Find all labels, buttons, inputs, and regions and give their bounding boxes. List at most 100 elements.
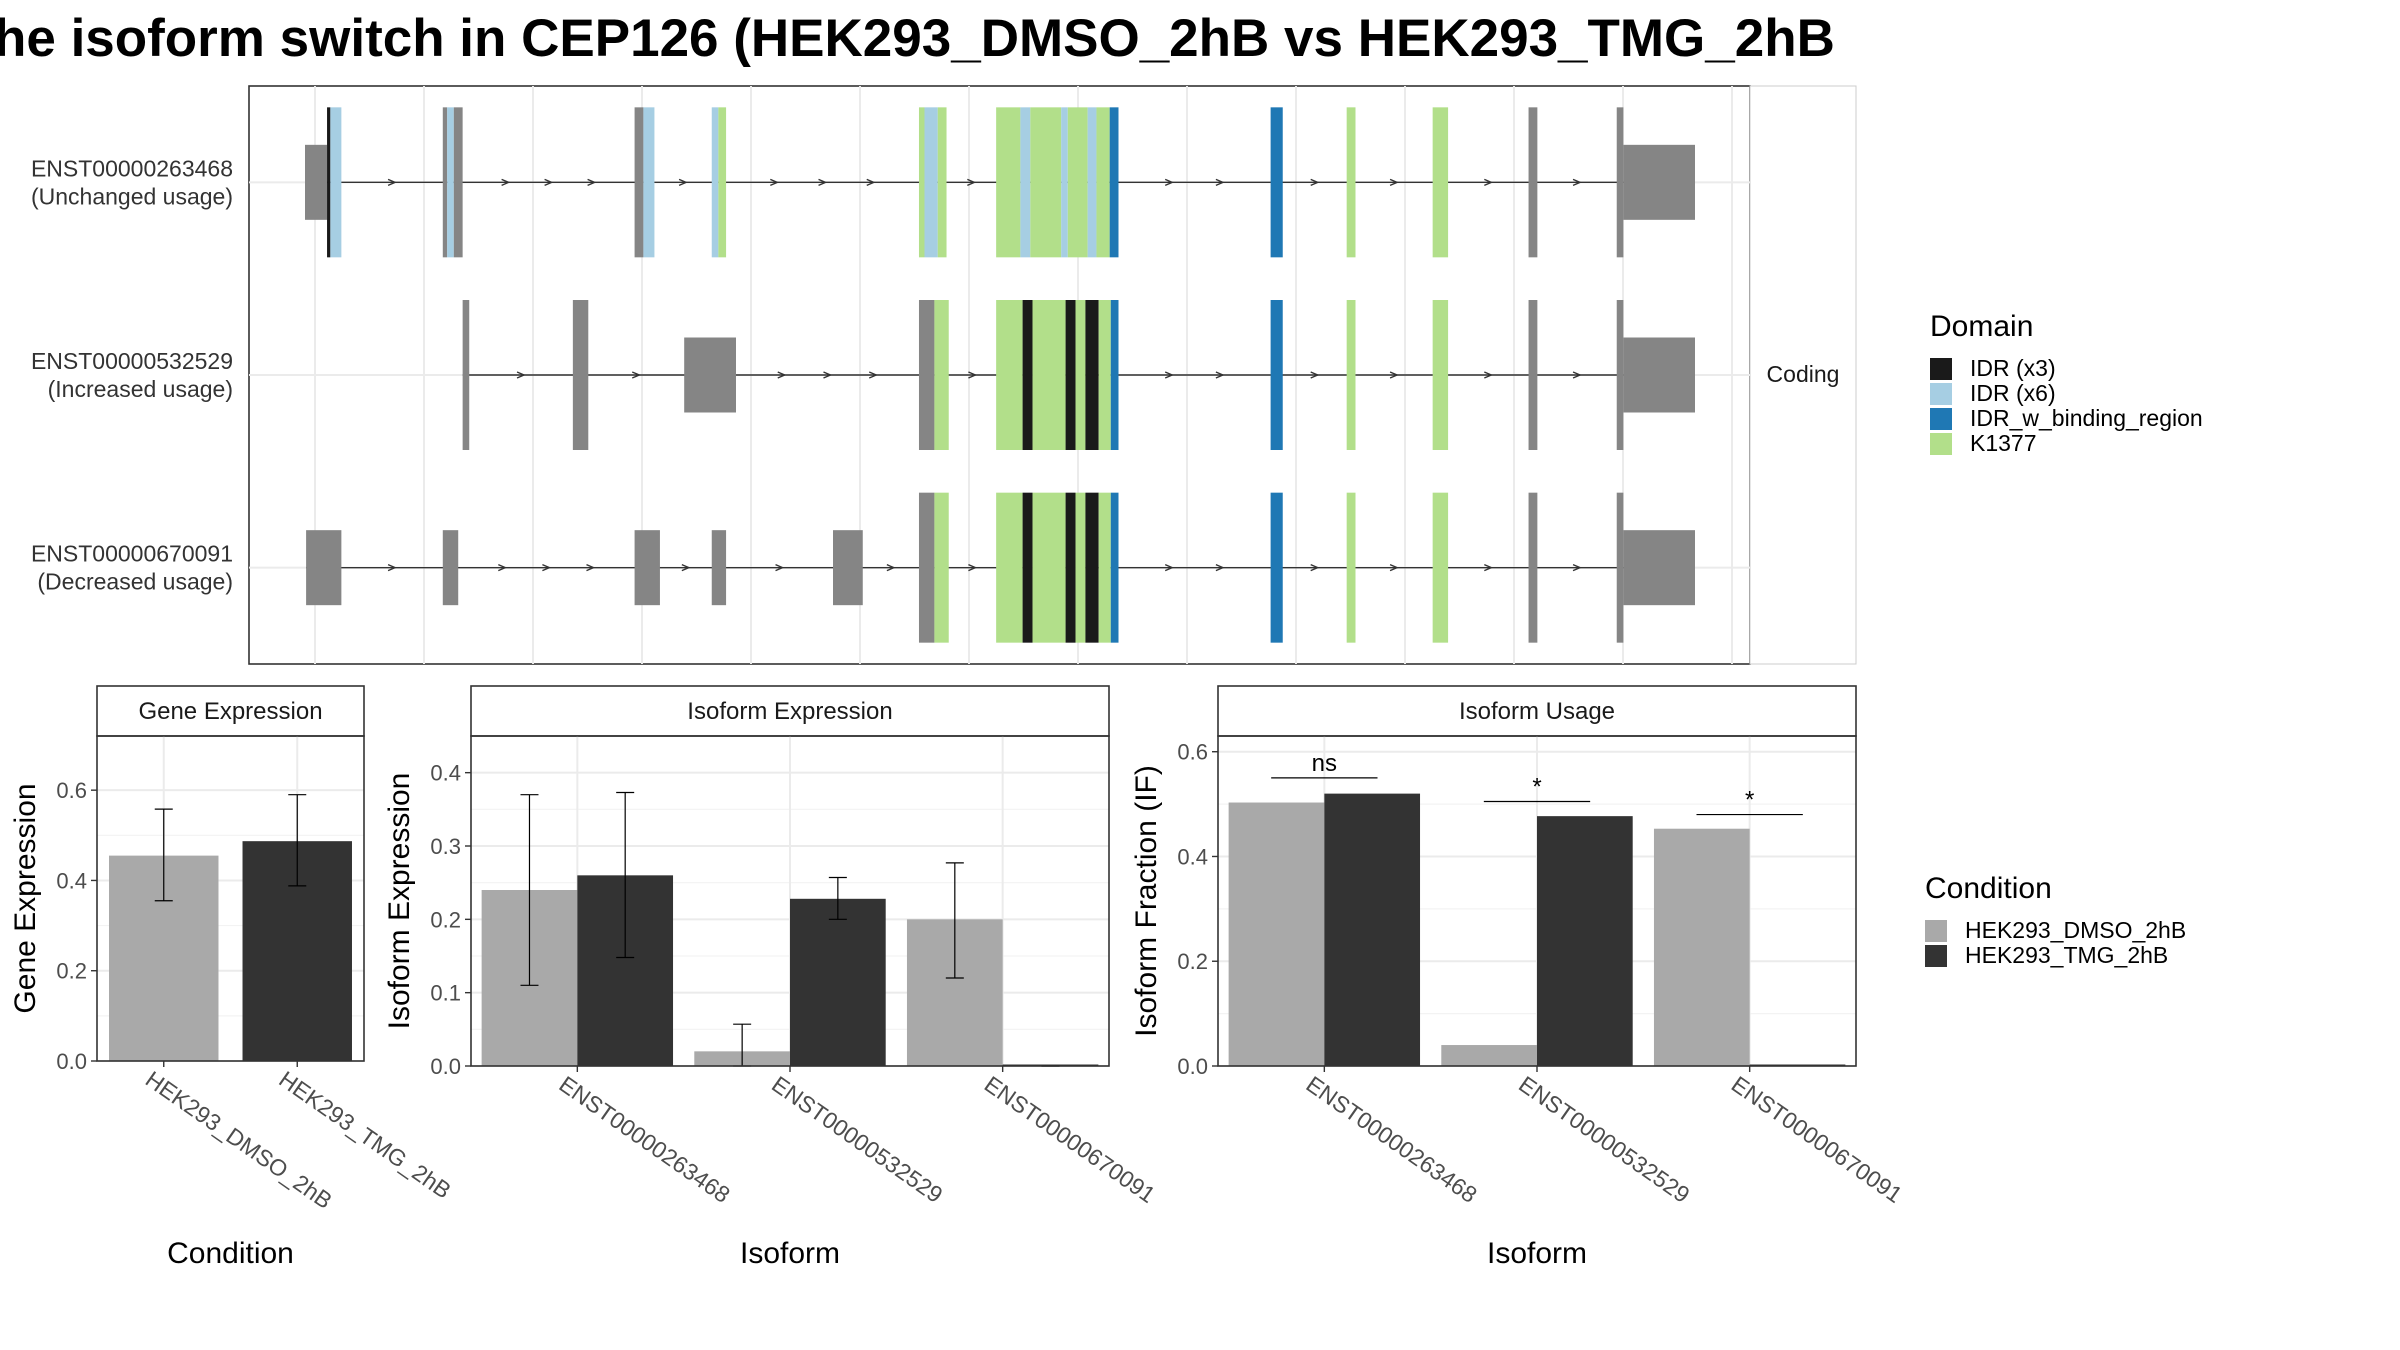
panel-title: Isoform Usage — [1459, 698, 1615, 725]
y-tick-label: 0.2 — [1177, 949, 1208, 974]
intron-arrow — [631, 371, 642, 379]
x-axis-title: Condition — [167, 1237, 294, 1270]
domain-block-idr3 — [1022, 492, 1033, 643]
exon-block — [1616, 107, 1624, 258]
legend-key-k1377 — [1930, 433, 1952, 455]
domain-block-idr6 — [1061, 107, 1068, 258]
domain-block-idr3 — [1085, 492, 1099, 643]
y-tick-label: 0.6 — [56, 778, 87, 803]
x-tick-label: ENST00000670091 — [1727, 1071, 1907, 1208]
panel-title: Gene Expression — [138, 698, 322, 725]
intron-arrow — [498, 564, 508, 572]
exon-block — [1528, 300, 1538, 450]
transcript-label: ENST00000670091 — [31, 541, 233, 567]
intron-arrow — [967, 178, 977, 186]
legend-key-idr_binding — [1930, 408, 1952, 430]
y-axis-title: Isoform Fraction (IF) — [1130, 765, 1163, 1037]
legend-item-label: HEK293_DMSO_2hB — [1965, 917, 2186, 943]
domain-block-k1377 — [918, 107, 925, 258]
exon-block — [1623, 337, 1695, 413]
domain-legend: Domain IDR (x3)IDR (x6)IDR_w_binding_regi… — [1930, 310, 2203, 456]
exon-block — [306, 530, 342, 606]
transcript-usage-label: (Unchanged usage) — [31, 183, 233, 209]
domain-block-idr6 — [643, 107, 655, 258]
intron-arrow — [1389, 178, 1399, 186]
intron-arrow — [1310, 371, 1320, 379]
x-axis-title: Isoform — [1487, 1237, 1587, 1270]
domain-block-idr6 — [711, 107, 719, 258]
domain-block-idr3 — [1065, 300, 1076, 450]
intron-arrow — [587, 178, 597, 186]
domain-block-k1377 — [1096, 107, 1110, 258]
domain-block-k1377 — [1098, 300, 1111, 450]
isoform-expression-panel: Isoform Expression 0.0 0.1 0.2 0.3 0.4 ENST000… — [383, 685, 1160, 1270]
domain-block-k1377 — [934, 492, 949, 643]
exon-block — [453, 107, 463, 258]
transcript-label: ENST00000263468 — [31, 155, 233, 181]
domain-block-k1377 — [996, 300, 1023, 450]
intron-arrow — [1389, 564, 1399, 572]
exon-block — [1528, 107, 1538, 258]
intron-arrow — [1215, 564, 1225, 572]
intron-arrow — [775, 564, 785, 572]
structure-facet-strip — [1749, 85, 1857, 665]
bar-tmg — [790, 898, 886, 1066]
y-tick-label: 0.2 — [430, 907, 461, 932]
domain-block-idr6 — [447, 107, 454, 258]
intron-arrow — [544, 178, 554, 186]
legend-item-label: K1377 — [1970, 430, 2037, 456]
intron-arrow — [1572, 178, 1582, 186]
domain-block-k1377 — [1067, 107, 1088, 258]
y-tick-label: 0.0 — [430, 1054, 461, 1079]
domain-block-idr_binding — [1270, 492, 1283, 643]
y-tick-label: 0.6 — [1177, 740, 1208, 765]
intron-arrow — [1310, 178, 1320, 186]
y-tick-label: 0.1 — [430, 981, 461, 1006]
y-tick-label: 0.2 — [56, 959, 87, 984]
intron-arrow — [1389, 371, 1399, 379]
structure-facet-label: Coding — [1767, 361, 1840, 387]
intron-arrow — [1215, 178, 1225, 186]
legend-title: Domain — [1930, 310, 2033, 343]
legend-key-tmg — [1925, 945, 1947, 967]
intron-arrow — [823, 371, 833, 379]
exon-block — [1616, 300, 1624, 450]
domain-block-k1377 — [1032, 492, 1066, 643]
legend-item-label: IDR (x3) — [1970, 355, 2056, 381]
intron-arrow — [1310, 564, 1320, 572]
exon-block — [634, 530, 660, 606]
legend-key-dmso — [1925, 920, 1947, 942]
legend-title: Condition — [1925, 872, 2052, 905]
exon-block — [1623, 144, 1695, 220]
exon-block — [572, 300, 589, 450]
intron-arrow — [1164, 564, 1174, 572]
domain-block-k1377 — [1346, 492, 1356, 643]
legend-item-label: HEK293_TMG_2hB — [1965, 942, 2168, 968]
domain-block-idr6 — [330, 107, 342, 258]
exon-block — [442, 530, 459, 606]
intron-arrow — [1484, 178, 1494, 186]
domain-block-k1377 — [996, 107, 1021, 258]
x-tick-label: ENST00000670091 — [980, 1071, 1160, 1208]
intron-arrow — [542, 564, 552, 572]
x-tick-label: ENST00000263468 — [554, 1071, 734, 1208]
y-tick-label: 0.0 — [56, 1049, 87, 1074]
domain-block-k1377 — [934, 300, 949, 450]
intron-arrow — [1164, 371, 1174, 379]
exon-block — [684, 337, 736, 413]
y-tick-label: 0.4 — [56, 868, 87, 893]
domain-block-idr6 — [1087, 107, 1097, 258]
intron-arrow — [1572, 371, 1582, 379]
exon-block — [1616, 492, 1624, 643]
legend-key-idr6 — [1930, 383, 1952, 405]
significance-label: * — [1532, 773, 1541, 800]
x-axis-title: Isoform — [740, 1237, 840, 1270]
x-tick-label: ENST00000532529 — [767, 1071, 947, 1208]
isoform-usage-panel: Isoform Usage 0.0 0.2 0.4 0.6 ns * * ENST0000026… — [1130, 685, 1907, 1270]
significance-label: ns — [1312, 750, 1337, 777]
exon-block — [918, 300, 935, 450]
figure-title: he isoform switch in CEP126 (HEK293_DMSO… — [0, 9, 1835, 68]
panel-strip — [96, 685, 365, 737]
domain-block-k1377 — [1075, 492, 1086, 643]
